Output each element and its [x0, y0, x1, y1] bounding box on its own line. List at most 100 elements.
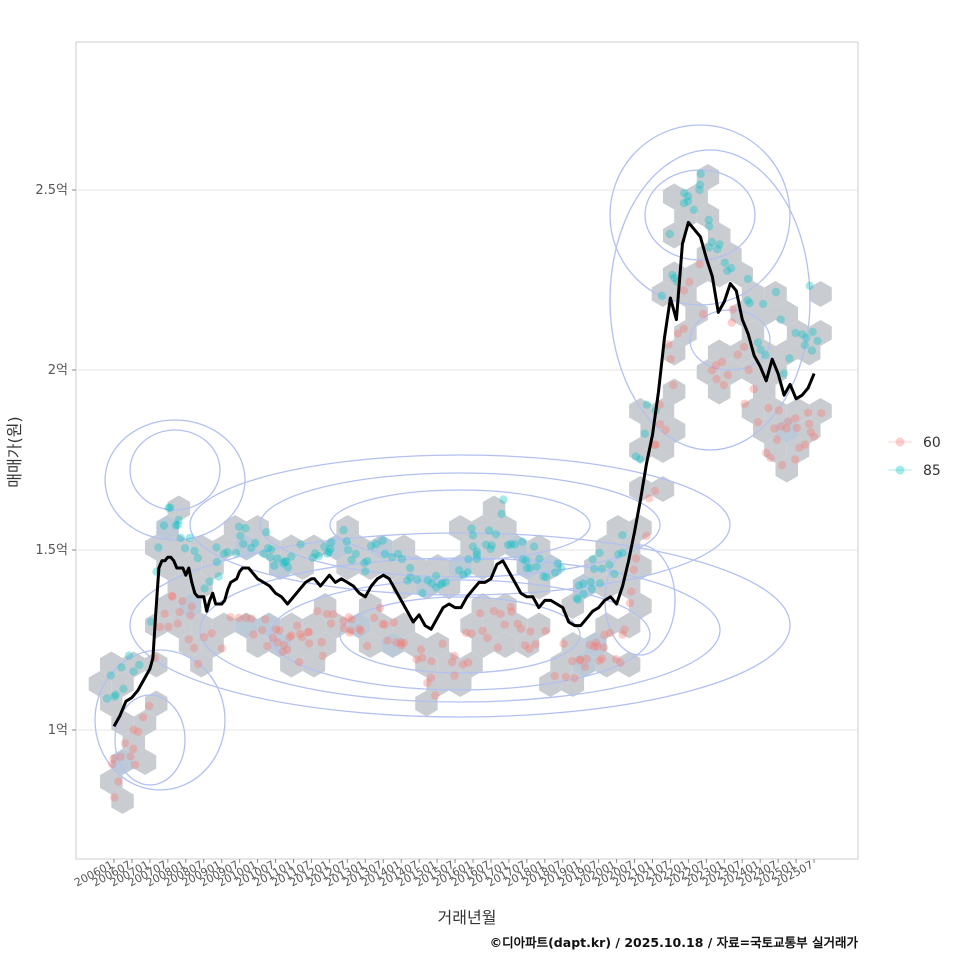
hexbin-cell-41 [268, 554, 292, 580]
transaction-point-329 [745, 298, 754, 308]
transaction-point-111 [317, 637, 326, 647]
transaction-point-237 [575, 656, 585, 665]
transaction-point-126 [345, 628, 354, 637]
transaction-point-218 [531, 640, 540, 649]
transaction-point-305 [698, 309, 708, 319]
transaction-point-177 [459, 570, 468, 580]
transaction-point-132 [361, 567, 370, 576]
transaction-point-145 [389, 618, 398, 627]
hexbin-cell-84 [460, 534, 483, 561]
transaction-point-214 [522, 564, 532, 573]
hexbin-cell-87 [471, 593, 494, 619]
transaction-point-103 [308, 553, 317, 562]
hexbin-cell-181 [809, 398, 832, 424]
transaction-point-285 [664, 340, 673, 349]
hexbin-cell-32 [201, 554, 224, 580]
hexbin-cell-162 [741, 320, 765, 346]
hexbin-cell-72 [404, 632, 427, 658]
transaction-point-252 [595, 548, 604, 558]
transaction-point-186 [472, 547, 481, 556]
y-tick-label-3: 2.5억 [35, 183, 68, 198]
hexbin-cell-120 [617, 612, 641, 639]
transaction-point-128 [347, 615, 356, 624]
transaction-point-351 [791, 414, 800, 423]
transaction-point-341 [772, 435, 782, 444]
density-contour-4 [329, 489, 591, 561]
transaction-point-21 [145, 701, 154, 711]
transaction-point-319 [723, 266, 732, 275]
hexbin-cell-175 [786, 398, 810, 424]
hexbin-cell-98 [516, 632, 540, 658]
hexbin-cell-165 [753, 300, 776, 327]
transaction-point-125 [346, 626, 355, 635]
transaction-point-45 [184, 635, 193, 644]
transaction-point-222 [539, 572, 548, 581]
hexbin-cell-179 [798, 417, 821, 444]
transaction-point-76 [263, 543, 273, 553]
transaction-point-342 [774, 406, 783, 415]
hexbin-cell-164 [753, 417, 776, 444]
trend-line-layer [112, 220, 816, 728]
transaction-point-58 [219, 549, 229, 558]
transaction-point-226 [551, 568, 560, 577]
transaction-point-337 [764, 403, 773, 413]
transaction-point-70 [249, 630, 258, 639]
transaction-point-311 [711, 361, 720, 370]
transaction-point-30 [165, 503, 175, 512]
transaction-point-284 [661, 425, 670, 435]
hexbin-cell-74 [415, 690, 438, 717]
density-contour-13 [94, 649, 226, 791]
transaction-point-276 [645, 494, 654, 503]
transaction-point-123 [344, 613, 353, 622]
transaction-point-347 [782, 424, 791, 433]
transaction-point-367 [817, 409, 826, 418]
transaction-point-7 [114, 777, 123, 786]
hexbin-cell-117 [617, 651, 641, 678]
transaction-point-2 [108, 760, 117, 769]
transaction-point-215 [526, 627, 535, 636]
transaction-point-241 [582, 654, 592, 664]
transaction-point-140 [378, 619, 387, 629]
transaction-point-212 [521, 556, 531, 565]
hexbin-cell-54 [325, 612, 348, 639]
hexbin-cell-83 [449, 515, 472, 541]
transaction-point-202 [500, 620, 509, 629]
transaction-point-16 [129, 667, 138, 676]
transaction-point-98 [295, 629, 305, 639]
hexbin-cell-128 [629, 476, 652, 502]
transaction-point-300 [689, 205, 698, 214]
transaction-point-290 [669, 380, 678, 390]
transaction-point-203 [503, 540, 513, 550]
transaction-point-333 [753, 418, 763, 427]
hexbin-cell-15 [145, 651, 168, 678]
transaction-point-353 [798, 330, 807, 339]
transaction-point-85 [278, 647, 287, 657]
hexbin-cell-109 [572, 573, 596, 600]
transaction-point-216 [525, 563, 535, 573]
density-contour-9 [644, 169, 756, 261]
transaction-point-187 [472, 554, 481, 564]
transaction-point-204 [506, 603, 515, 612]
transaction-point-4 [111, 690, 120, 699]
hexbin-cell-46 [291, 632, 314, 658]
transaction-point-94 [287, 552, 296, 561]
transaction-point-175 [455, 566, 464, 575]
transaction-point-244 [586, 640, 595, 649]
transaction-point-86 [279, 559, 288, 568]
hexbin-cell-110 [584, 632, 607, 658]
transaction-point-307 [705, 222, 714, 231]
transaction-point-365 [809, 432, 819, 441]
transaction-point-49 [193, 659, 203, 669]
transaction-point-8 [119, 684, 128, 693]
transaction-point-38 [176, 533, 185, 543]
density-contour-0 [339, 596, 581, 674]
hexbin-cell-149 [696, 359, 720, 385]
density-contour-3 [129, 532, 791, 718]
transaction-point-239 [580, 662, 590, 672]
transaction-point-146 [392, 638, 401, 647]
transaction-point-322 [728, 305, 737, 314]
transaction-point-254 [597, 564, 606, 573]
hexbin-cell-150 [707, 378, 731, 405]
transaction-point-59 [223, 547, 232, 557]
